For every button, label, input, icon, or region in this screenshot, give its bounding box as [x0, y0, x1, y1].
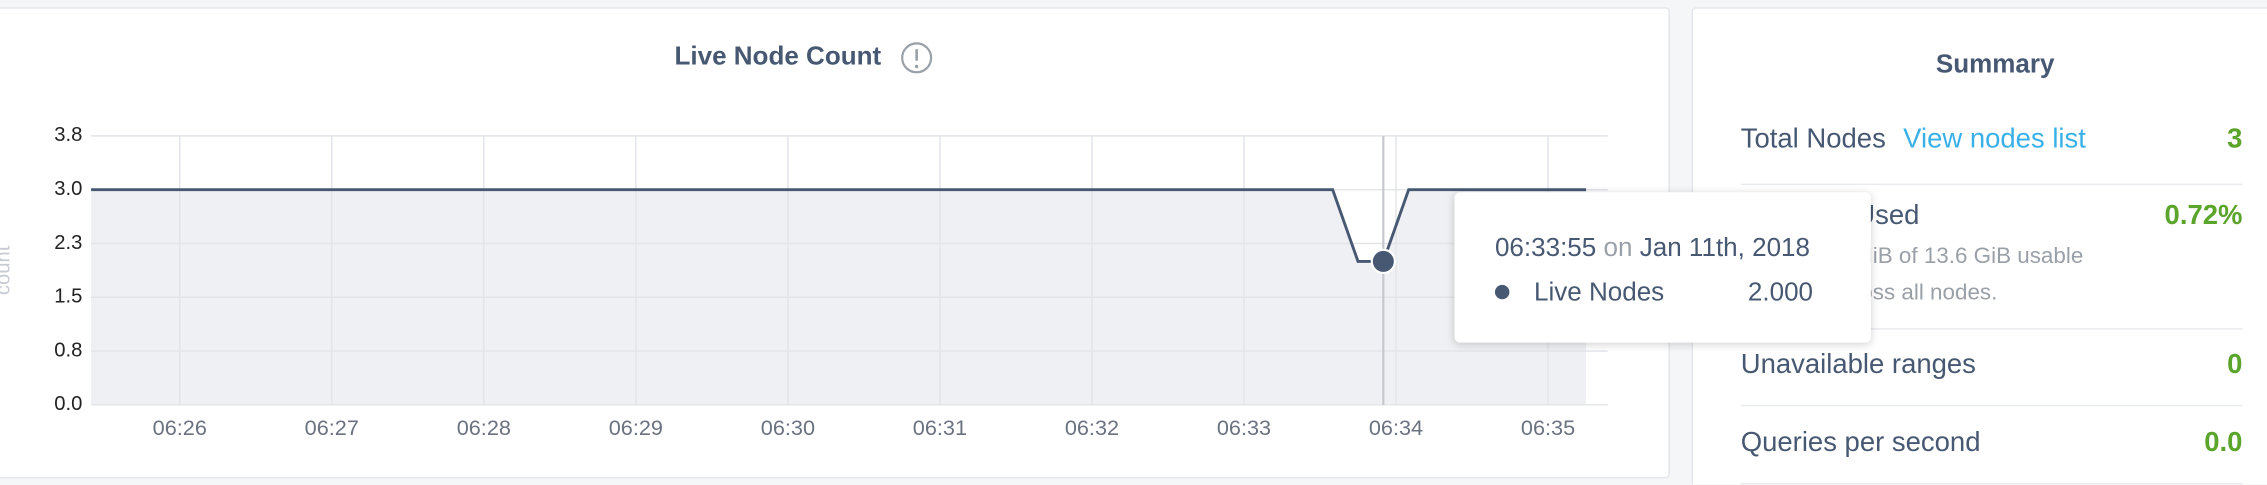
row-label: Unavailable ranges	[1740, 349, 1976, 381]
y-tick-label: 1.5	[54, 286, 82, 308]
chart: Live Node Count count 0.0 0.8 1.5 2.3 3.0 3.8…	[0, 41, 1608, 440]
x-tick-label: 06:32	[1065, 415, 1119, 440]
x-tick-label: 06:34	[1369, 415, 1423, 440]
info-dot	[914, 64, 919, 69]
info-icon[interactable]	[901, 42, 933, 74]
row-value: 0.0	[2204, 427, 2243, 459]
x-tick-label: 06:35	[1521, 415, 1575, 440]
y-tick-label: 3.0	[54, 178, 82, 200]
row-value: 3	[2227, 124, 2243, 155]
summary-row: Queries per second 0.0	[1740, 427, 2243, 485]
x-tick-label: 06:29	[609, 415, 663, 440]
tooltip-time: 06:33:55	[1494, 232, 1597, 262]
x-tick-label: 06:30	[761, 415, 815, 440]
hover-point	[1370, 248, 1396, 275]
row-value: 0	[2227, 349, 2243, 381]
info-circle[interactable]	[901, 42, 933, 74]
x-tick-label: 06:27	[305, 415, 359, 440]
y-tick-label: 3.8	[54, 124, 82, 146]
chart-title: Live Node Count	[674, 41, 881, 71]
x-tick-label: 06:31	[913, 415, 967, 440]
tooltip-header: 06:33:55 on Jan 11th, 2018	[1495, 233, 1810, 263]
nodes-link[interactable]: View nodes list	[1903, 124, 2086, 155]
tooltip-swatch	[1494, 284, 1510, 300]
tooltip-on: on	[1603, 232, 1633, 262]
y-tick-label: 0.0	[54, 393, 82, 415]
tooltip-series: Live Nodes	[1533, 277, 1665, 307]
y-axis-label: count	[0, 245, 15, 295]
summary-row: Total Nodes View nodes list 3	[1740, 124, 2243, 186]
tooltip: 06:33:55 on Jan 11th, 2018 Live Nodes 2.…	[1454, 192, 1871, 343]
tooltip-date: Jan 11th, 2018	[1639, 232, 1811, 262]
line	[91, 188, 1587, 263]
summary-row: Unavailable ranges 0	[1740, 349, 2243, 407]
row-label: Total Nodes	[1740, 124, 1886, 155]
summary-title: Summary	[1935, 49, 2055, 79]
row-value: 0.72%	[2164, 200, 2243, 232]
y-tick-label: 2.3	[54, 232, 82, 254]
y-tick-label: 0.8	[54, 339, 82, 361]
row-label: Queries per second	[1740, 427, 1981, 459]
x-tick-label: 06:28	[457, 415, 511, 440]
tooltip-value: 2.000	[1747, 277, 1814, 307]
x-tick-label: 06:33	[1217, 415, 1271, 440]
x-tick-label: 06:26	[153, 415, 207, 440]
